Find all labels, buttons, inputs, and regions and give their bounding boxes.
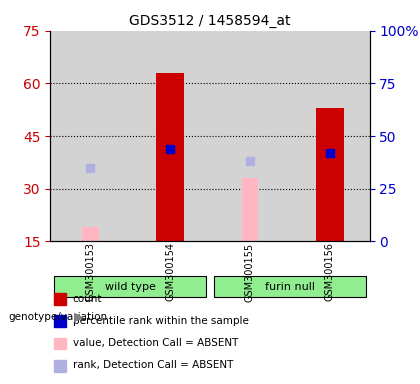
- Bar: [241, 178, 258, 242]
- Text: GSM300154: GSM300154: [165, 242, 175, 301]
- Text: GSM300155: GSM300155: [245, 242, 255, 301]
- Text: value, Detection Call = ABSENT: value, Detection Call = ABSENT: [73, 338, 238, 348]
- Bar: [82, 227, 99, 242]
- Bar: [50, 31, 130, 242]
- Text: GSM300153: GSM300153: [85, 242, 95, 301]
- Bar: [130, 31, 210, 242]
- Bar: [54, 293, 66, 305]
- Text: GSM300156: GSM300156: [325, 242, 335, 301]
- Bar: [54, 316, 66, 327]
- Text: furin null: furin null: [265, 282, 315, 292]
- Text: count: count: [73, 294, 102, 304]
- Bar: [316, 108, 344, 242]
- Bar: [290, 31, 370, 242]
- Title: GDS3512 / 1458594_at: GDS3512 / 1458594_at: [129, 14, 291, 28]
- FancyBboxPatch shape: [55, 276, 206, 297]
- FancyBboxPatch shape: [214, 276, 366, 297]
- Bar: [54, 360, 66, 372]
- Text: wild type: wild type: [105, 282, 156, 292]
- Bar: [156, 73, 184, 242]
- Text: genotype/variation: genotype/variation: [8, 312, 108, 322]
- Bar: [210, 31, 290, 242]
- Text: percentile rank within the sample: percentile rank within the sample: [73, 316, 249, 326]
- Bar: [54, 338, 66, 349]
- Text: rank, Detection Call = ABSENT: rank, Detection Call = ABSENT: [73, 360, 233, 370]
- Text: ▶: ▶: [74, 310, 83, 323]
